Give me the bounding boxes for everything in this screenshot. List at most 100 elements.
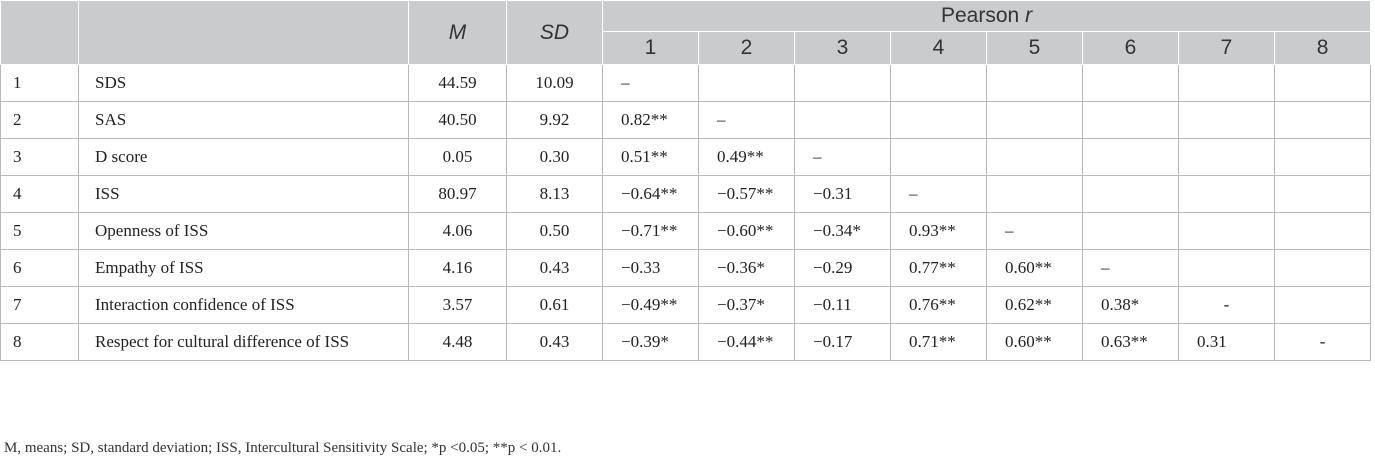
mean-value: 4.06 (408, 212, 507, 250)
sd-value: 10.09 (506, 64, 603, 102)
variable-name: SAS (78, 101, 409, 139)
mean-value: 4.48 (408, 323, 507, 361)
correlation-cell: −0.44** (698, 323, 795, 361)
table-row: 7 Interaction confidence of ISS 3.57 0.61 −0… (0, 286, 1372, 324)
mean-value: 0.05 (408, 138, 507, 176)
table-row: 4 ISS 80.97 8.13 −0.64** −0.57** −0.31– (0, 175, 1372, 213)
correlation-cell (1178, 101, 1275, 139)
row-index: 8 (0, 323, 79, 361)
header-pearson-r: Pearson r (601, 0, 1372, 32)
correlation-cell (1273, 64, 1372, 102)
correlation-cell: 0.62** (986, 286, 1083, 324)
correlation-cell: −0.33 (602, 249, 699, 287)
correlation-cell: −0.64** (602, 175, 699, 213)
correlation-cell (1273, 101, 1372, 139)
mean-value: 40.50 (408, 101, 507, 139)
variable-name: Respect for cultural difference of ISS (78, 323, 409, 361)
correlation-cell: −0.11 (794, 286, 891, 324)
header-col-3: 3 (794, 31, 891, 65)
variable-name: D score (78, 138, 409, 176)
correlation-cell (1178, 212, 1275, 250)
row-index: 4 (0, 175, 79, 213)
sd-value: 0.30 (506, 138, 603, 176)
variable-name: Openness of ISS (78, 212, 409, 250)
variable-name: SDS (78, 64, 409, 102)
correlation-cell (1273, 212, 1372, 250)
row-index: 6 (0, 249, 79, 287)
correlation-cell: 0.60** (986, 323, 1083, 361)
correlation-cell: −0.39* (602, 323, 699, 361)
correlation-cell (1178, 175, 1275, 213)
header-pearson-r-symbol: r (1025, 4, 1033, 27)
correlation-cell: 0.82** (602, 101, 699, 139)
correlation-cell (986, 175, 1083, 213)
row-index: 3 (0, 138, 79, 176)
header-blank-variable (78, 0, 409, 65)
sd-value: 0.50 (506, 212, 603, 250)
table-row: 2 SAS 40.50 9.92 0.82** – (0, 101, 1372, 139)
sd-value: 0.43 (506, 323, 603, 361)
correlation-cell (794, 64, 891, 102)
correlation-cell: 0.49** (698, 138, 795, 176)
correlation-cell: - (1178, 286, 1275, 324)
header-pearson-label: Pearson (941, 4, 1020, 27)
table-footnote: M, means; SD, standard deviation; ISS, I… (4, 440, 562, 456)
correlation-cell: 0.51** (602, 138, 699, 176)
header-col-6: 6 (1082, 31, 1179, 65)
correlation-cell (1273, 175, 1372, 213)
correlation-cell: – (1082, 249, 1179, 287)
correlation-cell (1178, 138, 1275, 176)
correlation-cell (1273, 138, 1372, 176)
header-col-1: 1 (602, 31, 699, 65)
correlation-cell: −0.49** (602, 286, 699, 324)
correlation-cell (1178, 249, 1275, 287)
correlation-cell (1082, 64, 1179, 102)
mean-value: 44.59 (408, 64, 507, 102)
correlation-cell: 0.31 (1178, 323, 1275, 361)
correlation-cell (794, 101, 891, 139)
correlation-cell: 0.77** (890, 249, 987, 287)
table-body: 1 SDS 44.59 10.09–2 SAS 40.50 9.92 0.82** –3 D sc… (0, 64, 1372, 361)
header-sd: SD (506, 0, 603, 65)
variable-name: ISS (78, 175, 409, 213)
correlation-cell (1273, 286, 1372, 324)
mean-value: 3.57 (408, 286, 507, 324)
correlation-cell: −0.31 (794, 175, 891, 213)
variable-name: Empathy of ISS (78, 249, 409, 287)
correlation-cell (890, 101, 987, 139)
correlation-cell: 0.63** (1082, 323, 1179, 361)
mean-value: 80.97 (408, 175, 507, 213)
row-index: 7 (0, 286, 79, 324)
table-row: 5 Openness of ISS 4.06 0.50 −0.71** −0.60** −0… (0, 212, 1372, 250)
correlation-cell (1082, 138, 1179, 176)
sd-value: 0.61 (506, 286, 603, 324)
correlation-cell: 0.38* (1082, 286, 1179, 324)
correlation-cell: −0.17 (794, 323, 891, 361)
correlation-cell: – (698, 101, 795, 139)
table-row: 6 Empathy of ISS 4.16 0.43 −0.33 −0.36* −0.29 0… (0, 249, 1372, 287)
row-index: 1 (0, 64, 79, 102)
sd-value: 0.43 (506, 249, 603, 287)
correlation-cell (890, 64, 987, 102)
correlation-cell (1082, 101, 1179, 139)
header-mean: M (408, 0, 507, 65)
correlation-cell: −0.60** (698, 212, 795, 250)
correlation-cell: −0.71** (602, 212, 699, 250)
correlation-cell: 0.76** (890, 286, 987, 324)
correlation-cell: 0.71** (890, 323, 987, 361)
header-col-5: 5 (986, 31, 1083, 65)
correlation-cell (698, 64, 795, 102)
correlation-cell (986, 138, 1083, 176)
header-col-2: 2 (698, 31, 795, 65)
correlation-cell: −0.34* (794, 212, 891, 250)
mean-value: 4.16 (408, 249, 507, 287)
correlation-cell: – (602, 64, 699, 102)
correlation-cell (1178, 64, 1275, 102)
correlation-cell: – (890, 175, 987, 213)
sd-value: 8.13 (506, 175, 603, 213)
correlation-cell: 0.60** (986, 249, 1083, 287)
correlation-cell: – (986, 212, 1083, 250)
